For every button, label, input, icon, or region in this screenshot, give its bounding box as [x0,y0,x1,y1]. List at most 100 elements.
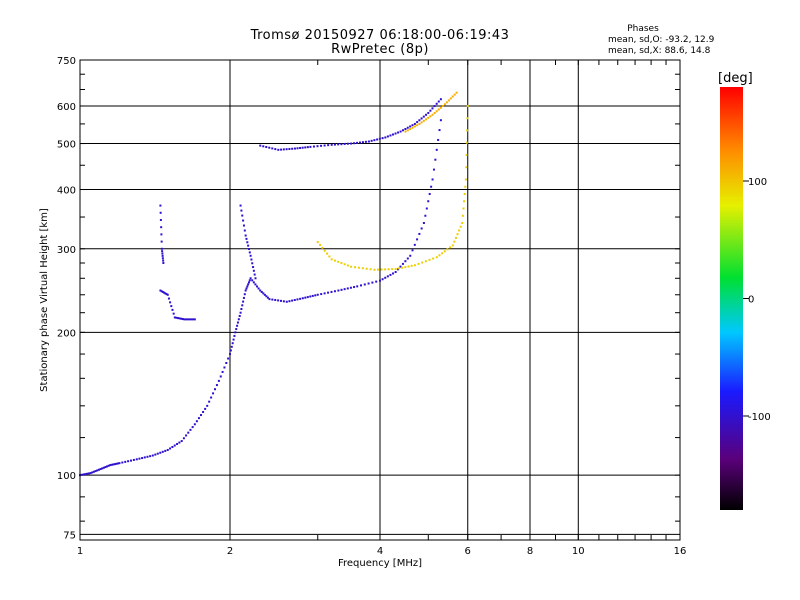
echo-trace-point [159,204,162,207]
trace-f2-o-point [291,147,294,150]
phase-heading: Phases [627,24,659,34]
trace-o-point [260,290,263,293]
trace-x-point [330,258,333,261]
trace-x-point [319,243,322,246]
trace-f2-o-point [404,127,407,130]
trace-o-point [330,290,333,293]
trace-o-point [197,417,200,420]
trace-f2-o-point [359,141,362,144]
trace-o-point [439,119,442,122]
trace-o-point [306,296,309,299]
colorbar-ticks: 100 0 -100 [743,177,771,423]
trace-f2-o-point [378,137,381,140]
trace-o-point [159,451,162,454]
trace-f2-o-point [399,130,402,133]
echo-trace-point [243,229,246,232]
x-tick-label: 4 [377,546,383,557]
trace-o-point [223,366,226,369]
trace-x-point [397,267,400,270]
trace-o-point [109,464,112,467]
trace-o-point [252,281,255,284]
echo-trace-point [177,317,180,320]
trace-o-point [240,308,243,311]
trace-o-point [217,379,220,382]
echo-trace-point [245,237,248,240]
trace-o-point [359,284,362,287]
trace-o-point [404,260,407,263]
trace-x-point [435,256,438,259]
trace-f2-o-point [418,119,421,122]
trace-f2-o-point [356,141,359,144]
trace-f2-x-point [404,130,407,133]
trace-f2-o-point [429,109,432,112]
trace-o-point [340,288,343,291]
trace-o-point [247,281,250,284]
x-tick-label: 8 [527,546,533,557]
trace-x-point [343,263,346,266]
trace-f2-x-point [420,121,423,124]
trace-o-point [92,470,95,473]
trace-o-point [225,362,228,365]
trace-f2-x-point [406,129,409,132]
trace-o-point [127,460,130,463]
trace-x-point [346,264,349,267]
trace-o-point [363,283,366,286]
x-tick-label: 6 [465,546,471,557]
trace-x-point [369,268,372,271]
trace-o-point [189,428,192,431]
data-points [79,91,469,477]
trace-o-point [178,441,181,444]
trace-o-point [381,278,384,281]
echo-trace-point [175,316,178,319]
trace-o-point [257,287,260,290]
trace-o-point [265,295,268,298]
echo-trace-point [161,250,164,253]
trace-o-point [156,452,159,455]
trace-o-point [231,342,234,345]
trace-o-point [110,463,113,466]
trace-f2-o-point [435,102,438,105]
trace-x-point [326,252,329,255]
trace-f2-o-point [309,145,312,148]
trace-o-point [320,293,323,296]
trace-o-point [180,440,183,443]
trace-o-point [268,298,271,301]
trace-x-point [413,264,416,267]
trace-o-point [82,473,85,476]
trace-f2-x-point [445,101,448,104]
echo-trace-point [172,312,175,315]
trace-o-point [285,300,288,303]
trace-f2-o-point [285,148,288,151]
trace-o-point [271,298,274,301]
trace-o-point [229,353,231,356]
trace-o-point [121,461,124,464]
trace-o-point [230,345,233,348]
trace-o-point [212,392,215,395]
trace-o-point [118,462,121,465]
trace-f2-x-point [413,125,416,128]
trace-o-point [282,300,285,303]
trace-x-point [466,104,469,107]
trace-f2-o-point [304,146,307,149]
trace-f2-o-point [364,140,367,143]
trace-x-point [373,268,376,271]
echo-trace-point [180,317,183,320]
trace-o-point [215,384,218,387]
trace-f2-o-point [323,144,326,147]
trace-o-point [112,463,115,466]
trace-f2-x-point [425,118,428,121]
trace-o-point [232,338,235,341]
trace-x-point [421,261,424,264]
colorbar-tick-label: -100 [748,412,771,423]
trace-f2-o-point [411,124,414,127]
trace-f2-o-point [274,148,277,151]
trace-o-point [256,285,259,288]
trace-o-point [227,357,230,360]
trace-o-point [236,324,239,327]
echo-trace-point [241,214,244,217]
trace-f2-o-point [330,143,333,146]
echo-trace-point [247,248,250,251]
trace-f2-o-point [301,146,304,149]
trace-f2-o-point [406,126,409,129]
trace-x-point [461,222,464,225]
